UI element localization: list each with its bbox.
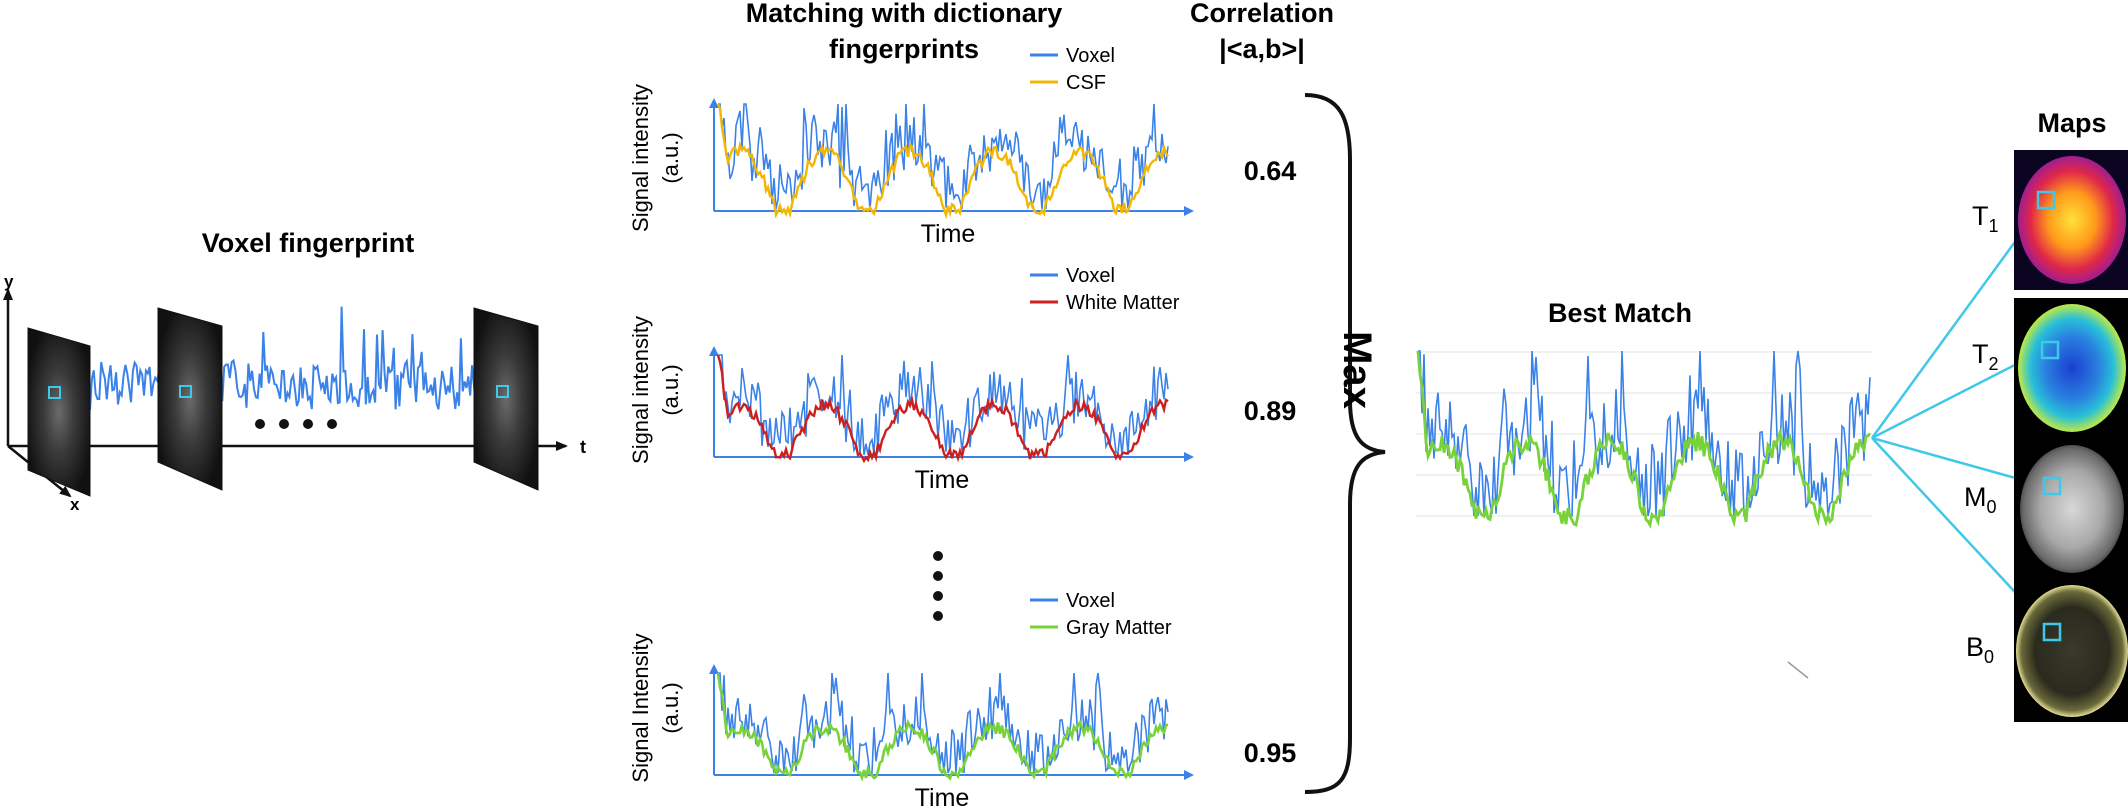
- maps-title: Maps: [2037, 108, 2106, 138]
- panel-3-gray-matter-trace: [716, 672, 1168, 782]
- mri-frame-3: [473, 307, 539, 491]
- map-t2: T2: [1972, 298, 2128, 438]
- correlation-title-line2: |<a,b>|: [1219, 34, 1305, 64]
- panel-2-voxel-trace: [718, 354, 1169, 456]
- map-t2-label: T2: [1972, 339, 1999, 374]
- panel-1-ylabel-line2: (a.u.): [658, 132, 683, 183]
- map-t1-label: T1: [1972, 201, 1999, 236]
- panel-csf: Signal intensity (a.u.) Time Voxel CSF: [628, 45, 1194, 248]
- panel-2-ylabel-line1: Signal intensity: [628, 316, 653, 464]
- mri-frame-2: [157, 307, 223, 491]
- panel-3-voxel-trace: [718, 672, 1169, 774]
- best-match-gray-matter-trace: [1416, 350, 1872, 529]
- max-label: Max: [1335, 331, 1379, 409]
- stray-mark: [1787, 661, 1809, 679]
- panel-2-legend-white-matter: White Matter: [1066, 292, 1180, 314]
- map-m0-label: M0: [1964, 482, 1997, 517]
- ellipsis-dots: [255, 419, 337, 429]
- matching-section: Matching with dictionary fingerprints Si…: [628, 0, 1194, 811]
- best-match-section: Best Match: [1416, 298, 1872, 679]
- max-brace: Max: [1304, 93, 1386, 794]
- map-b0: B0: [1966, 580, 2128, 722]
- maps-section: Maps T1 T2 M0 B0: [1964, 108, 2128, 722]
- panel-1-xlabel: Time: [921, 220, 976, 248]
- panel-3-ylabel-line2: (a.u.): [658, 682, 683, 733]
- t-axis-label: t: [580, 437, 586, 457]
- x-axis-label: x: [70, 495, 80, 514]
- vertical-ellipsis: [933, 551, 943, 621]
- panel-white-matter: Signal intensity (a.u.) Time Voxel White…: [628, 265, 1194, 494]
- panel-1-voxel-trace: [718, 103, 1169, 210]
- panel-3-xlabel: Time: [915, 784, 970, 811]
- best-match-title: Best Match: [1548, 298, 1692, 328]
- panel-2-xlabel: Time: [915, 466, 970, 494]
- correlation-value-1: 0.64: [1244, 156, 1297, 186]
- mri-frame-1: [27, 327, 91, 497]
- map-b0-label: B0: [1966, 632, 1994, 667]
- panel-1-legend-voxel: Voxel: [1066, 45, 1115, 67]
- matching-title-line1: Matching with dictionary: [746, 0, 1063, 28]
- panel-1-csf-trace: [716, 103, 1170, 220]
- voxel-signal-trace: [89, 306, 501, 411]
- panel-1-legend-csf: CSF: [1066, 72, 1106, 94]
- map-t1: T1: [1972, 150, 2128, 290]
- panel-1-ylabel-line1: Signal intensity: [628, 84, 653, 232]
- panel-2-legend-voxel: Voxel: [1066, 265, 1115, 287]
- correlation-value-3: 0.95: [1244, 738, 1297, 768]
- correlation-title-line1: Correlation: [1190, 0, 1334, 28]
- voxel-fingerprint-section: Voxel fingerprint y x t: [2, 228, 586, 514]
- correlation-section: Correlation |<a,b>| 0.64 0.89 0.95: [1190, 0, 1334, 768]
- voxel-fingerprint-title: Voxel fingerprint: [202, 228, 415, 258]
- panel-3-legend-voxel: Voxel: [1066, 590, 1115, 612]
- panel-gray-matter: Signal Intensity (a.u.) Time Voxel Gray …: [628, 590, 1194, 811]
- curly-brace: [1304, 93, 1386, 794]
- y-axis-label: y: [4, 272, 14, 291]
- best-match-voxel-trace: [1418, 350, 1871, 517]
- correlation-value-2: 0.89: [1244, 396, 1297, 426]
- map-m0: M0: [1964, 438, 2128, 580]
- matching-title-line2: fingerprints: [829, 34, 979, 64]
- panel-2-ylabel-line2: (a.u.): [658, 364, 683, 415]
- panel-3-ylabel-line1: Signal Intensity: [628, 633, 653, 782]
- panel-3-legend-gray-matter: Gray Matter: [1066, 617, 1172, 639]
- panel-2-white-matter-trace: [716, 354, 1169, 464]
